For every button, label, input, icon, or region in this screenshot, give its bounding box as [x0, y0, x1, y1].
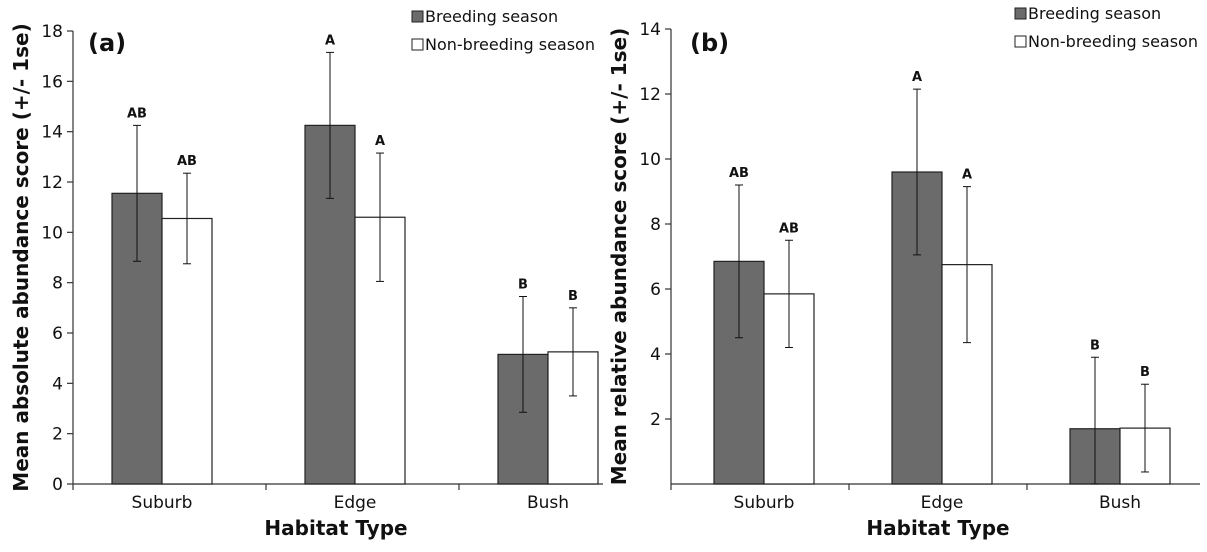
panel-a-y-tick-label: 2: [52, 425, 63, 445]
panel-a-y-tick-label: 12: [41, 173, 63, 193]
panel-a-x-axis-title: Habitat Type: [264, 516, 407, 540]
panel-a-sig-label-breeding-edge: A: [325, 33, 335, 48]
panel-a-y-tick-label: 10: [41, 223, 63, 243]
panel-b-y-tick-label: 8: [650, 215, 661, 235]
panel-a-x-category-label: Suburb: [132, 493, 193, 513]
panel-a: 0 2 4 6 8 10 12 14 16 18 AB AB Suburb A A Edge B B Bush Hab…: [9, 7, 603, 540]
panel-b-y-tick-label: 4: [650, 345, 661, 365]
panel-b-x-category-label: Edge: [921, 493, 964, 513]
panel-a-y-axis-title: Mean absolute abundance score (+/- 1se): [9, 23, 33, 491]
panel-a-sig-label-breeding-suburb: AB: [127, 106, 147, 121]
panel-a-legend-swatch-breeding: [411, 10, 424, 23]
panel-b-sig-label-nonbreeding-edge: A: [962, 168, 972, 183]
panel-a-y-tick-label: 6: [52, 324, 63, 344]
panel-b-sig-label-nonbreeding-suburb: AB: [779, 221, 799, 236]
panel-b-label: (b): [690, 29, 729, 57]
panel-b-x-category-label: Suburb: [734, 493, 795, 513]
panel-a-y-tick-label: 4: [52, 374, 63, 394]
panel-a-legend-label-breeding: Breeding season: [425, 7, 558, 26]
panel-a-x-category-label: Bush: [527, 493, 569, 513]
panel-b-x-axis-title: Habitat Type: [866, 516, 1009, 540]
panel-b-legend-label-nonbreeding: Non-breeding season: [1028, 32, 1198, 51]
panel-b-sig-label-breeding-edge: A: [912, 70, 922, 85]
panel-b-sig-label-breeding-suburb: AB: [729, 166, 749, 181]
panel-b-legend-swatch-nonbreeding: [1014, 35, 1027, 48]
panel-b-legend-swatch-breeding: [1014, 7, 1027, 20]
panel-b-sig-label-nonbreeding-bush: B: [1140, 365, 1150, 380]
panel-b-legend-label-breeding: Breeding season: [1028, 4, 1161, 23]
panel-b: 2 4 6 8 10 12 14 AB AB Suburb A A Edge B B Bush Habitat …: [607, 4, 1200, 540]
panel-b-legend: Breeding season Non-breeding season: [1014, 4, 1198, 51]
panel-b-sig-label-breeding-bush: B: [1090, 338, 1100, 353]
panel-b-y-tick-label: 10: [639, 150, 661, 170]
panel-b-y-tick-label: 14: [639, 20, 661, 40]
panel-a-legend-label-nonbreeding: Non-breeding season: [425, 35, 595, 54]
panel-a-x-category-label: Edge: [334, 493, 377, 513]
panel-a-legend: Breeding season Non-breeding season: [411, 7, 595, 54]
panel-b-y-axis-title: Mean relative abundance score (+/- 1se): [607, 28, 631, 486]
panel-a-label: (a): [88, 29, 126, 57]
panel-a-y-tick-label: 8: [52, 274, 63, 294]
panel-a-y-tick-label: 16: [41, 72, 63, 92]
panel-b-x-category-label: Bush: [1099, 493, 1141, 513]
panel-b-y-tick-label: 2: [650, 410, 661, 430]
panel-a-y-tick-label: 0: [52, 475, 63, 495]
panel-a-sig-label-breeding-bush: B: [518, 278, 528, 293]
panel-a-y-tick-label: 14: [41, 123, 63, 143]
panel-b-y-tick-label: 6: [650, 280, 661, 300]
panel-a-y-tick-label: 18: [41, 22, 63, 42]
panel-b-y-tick-label: 12: [639, 85, 661, 105]
panel-a-legend-swatch-nonbreeding: [411, 38, 424, 51]
panel-a-sig-label-nonbreeding-edge: A: [375, 134, 385, 149]
panel-a-sig-label-nonbreeding-bush: B: [568, 289, 578, 304]
panel-a-sig-label-nonbreeding-suburb: AB: [177, 154, 197, 169]
